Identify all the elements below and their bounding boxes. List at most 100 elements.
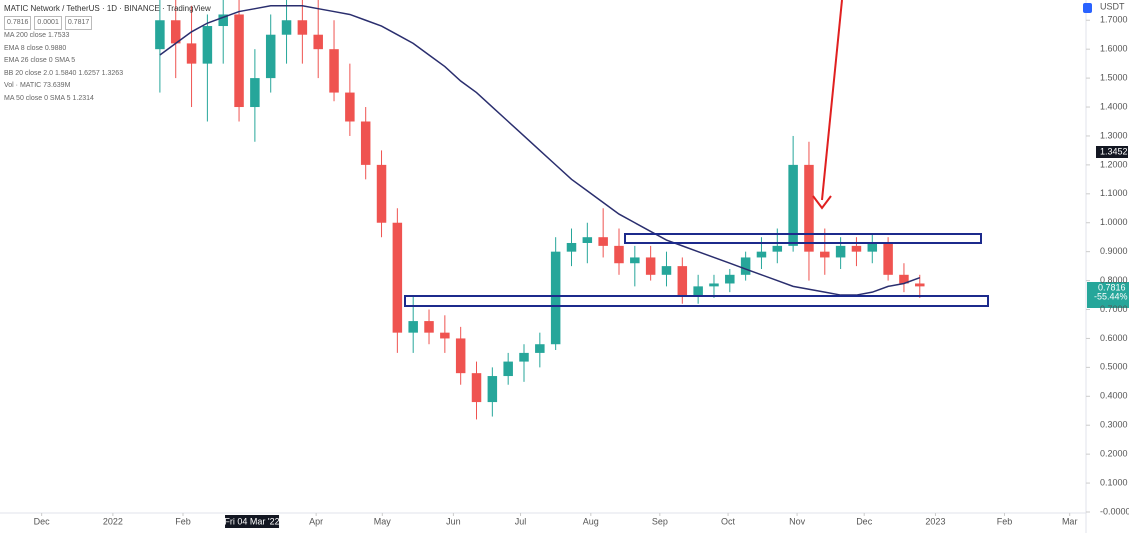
y-tick-label: 1.0000 [1100,217,1128,227]
plot [155,0,925,420]
candle-body [440,332,450,339]
candle-body [376,164,387,223]
x-tick-label: Mar [1062,516,1078,526]
indicator: EMA 8 close 0.9880 [4,44,67,52]
cursor-tag [225,515,280,528]
candle-body [345,92,355,122]
candle-body [772,245,783,252]
x-tick-label: Dec [34,516,51,526]
candle-body [915,283,925,287]
settings-icon[interactable] [1083,3,1092,13]
candle-body [424,321,434,333]
price-axis-bg [1086,0,1129,533]
candle-body [820,251,830,258]
indicator: MA 50 close 0 SMA 5 1.2314 [4,94,94,102]
x-tick-label: Feb [997,516,1013,526]
candle-body [867,242,878,252]
marker-price: 1.3452 [1100,146,1128,156]
y-tick-label: 1.1000 [1100,188,1128,198]
y-tick-label: 0.7000 [1100,304,1128,314]
x-tick-label: Jul [515,516,527,526]
price-boxes: 0.7816 0.0001 0.7817 [4,15,211,30]
candle-body [661,266,672,275]
candle-body [519,352,529,362]
y-tick-label: 0.1000 [1100,477,1128,487]
zone-box [404,295,989,307]
x-tick-label: Sep [652,516,668,526]
y-tick-label: 0.8000 [1100,275,1128,285]
x-tick-label: Feb [175,516,191,526]
x-tick-label: Aug [583,516,599,526]
indicator: Vol · MATIC 73.639M [4,82,71,89]
candle-body [582,237,593,243]
last-price: 0.7816 [1098,282,1126,292]
candle-body [218,14,228,27]
x-tick-label: 2023 [925,516,945,526]
price-box: 0.7816 [4,15,32,30]
x-tick-label: Oct [721,516,736,526]
y-tick-label: 0.5000 [1100,362,1128,372]
marker-tag [1096,146,1128,158]
y-tick-label: 1.3000 [1100,130,1128,140]
currency: USDT [1100,1,1125,11]
candle-body [234,14,244,108]
candle-body [471,373,482,403]
candle-body [550,251,561,345]
candle-body [186,43,197,64]
candle-body [899,274,909,284]
moving-average [159,5,921,296]
candle-body [455,338,466,374]
candle-body [725,274,735,284]
indicator: EMA 26 close 0 SMA 5 [4,57,76,64]
last-change: -55.44% [1094,291,1128,301]
candle-body [408,321,418,333]
y-tick-label: 1.4000 [1100,101,1128,111]
candle-body [883,242,893,275]
y-tick-label: 0.6000 [1100,333,1128,343]
candle-body [503,361,513,377]
candle-body [535,344,545,353]
candle-body [329,49,339,93]
y-tick-label: 0.2000 [1100,449,1128,459]
candle-body [202,26,213,64]
cursor-label: Fri 04 Mar '22 [224,516,279,526]
y-tick-label: 0.9000 [1100,246,1128,256]
x-tick-label: 2022 [103,516,123,526]
price-box: 0.7817 [64,15,93,30]
candle-body [693,286,703,296]
candle-body [265,34,276,79]
y-tick-label: 1.2000 [1100,159,1128,169]
last-price-tag [1087,282,1129,308]
candle-body [788,164,798,246]
candle-body [614,245,624,264]
indicator: BB 20 close 2.0 1.5840 1.6257 1.3263 [4,69,124,77]
x-tick-label: Apr [309,516,323,526]
candle-body [645,257,656,275]
y-tick-label: 1.5000 [1100,72,1128,82]
candle-body [756,251,767,258]
y-tick-label: -0.0000 [1100,506,1129,516]
y-tick-label: 0.3000 [1100,420,1128,430]
symbol-title: MATIC Network / TetherUS · 1D · BINANCE … [4,4,211,13]
candle-body [487,376,498,403]
candle-body [709,283,719,287]
candle-body [170,20,181,44]
x-tick-label: Jun [446,516,461,526]
candle-body [851,245,862,252]
x-tick-label: May [374,516,392,526]
arrow [821,0,843,201]
candle-body [740,257,751,275]
y-tick-label: 1.6000 [1100,44,1128,54]
arrow-head [812,195,832,210]
candle-body [297,20,308,35]
price-box: 0.0001 [34,15,62,30]
candle-body [677,266,688,296]
candle-body [392,222,403,333]
legend: MATIC Network / TetherUS · 1D · BINANCE … [4,3,211,105]
zone-box [624,233,982,244]
y-tick-label: 1.7000 [1100,15,1128,25]
candle-body [313,34,323,50]
y-tick-label: 0.4000 [1100,391,1128,401]
